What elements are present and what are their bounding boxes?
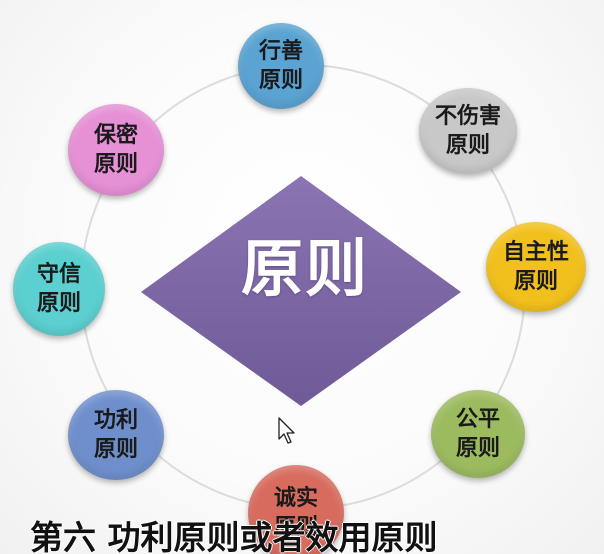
node-fidelity-line2: 原则 — [36, 291, 81, 316]
center-label: 原则 — [240, 232, 369, 305]
node-nonmaleficence: 不伤害 原则 — [419, 88, 517, 174]
mouse-cursor-icon — [278, 417, 295, 444]
node-beneficence: 行善 原则 — [238, 23, 324, 109]
node-beneficence-line2: 原则 — [258, 68, 303, 93]
node-autonomy-line2: 原则 — [513, 269, 558, 294]
node-justice: 公平 原则 — [431, 390, 525, 478]
node-confidentiality: 保密 原则 — [68, 104, 164, 196]
node-honesty: 诚实 原则 — [248, 465, 344, 554]
node-fidelity-line1: 守信 — [36, 261, 81, 287]
node-utility-line1: 功利 — [93, 407, 138, 433]
node-nonmaleficence-line2: 原则 — [445, 133, 490, 158]
caption-subtitle: 第六 功利原则或者效用原则 — [30, 518, 438, 554]
node-honesty-line2: 原则 — [273, 515, 318, 540]
node-nonmaleficence-line1: 不伤害 — [434, 103, 501, 129]
node-beneficence-line1: 行善 — [258, 38, 303, 64]
node-confidentiality-line1: 保密 — [93, 122, 138, 148]
node-justice-line2: 原则 — [455, 436, 500, 461]
node-honesty-line1: 诚实 — [273, 485, 318, 511]
node-confidentiality-line2: 原则 — [93, 152, 138, 177]
node-justice-line1: 公平 — [455, 406, 500, 432]
node-autonomy-line1: 自主性 — [502, 239, 569, 265]
node-fidelity: 守信 原则 — [13, 242, 105, 336]
node-autonomy: 自主性 原则 — [486, 222, 586, 312]
node-utility-line2: 原则 — [93, 437, 138, 462]
node-utility: 功利 原则 — [68, 390, 164, 480]
